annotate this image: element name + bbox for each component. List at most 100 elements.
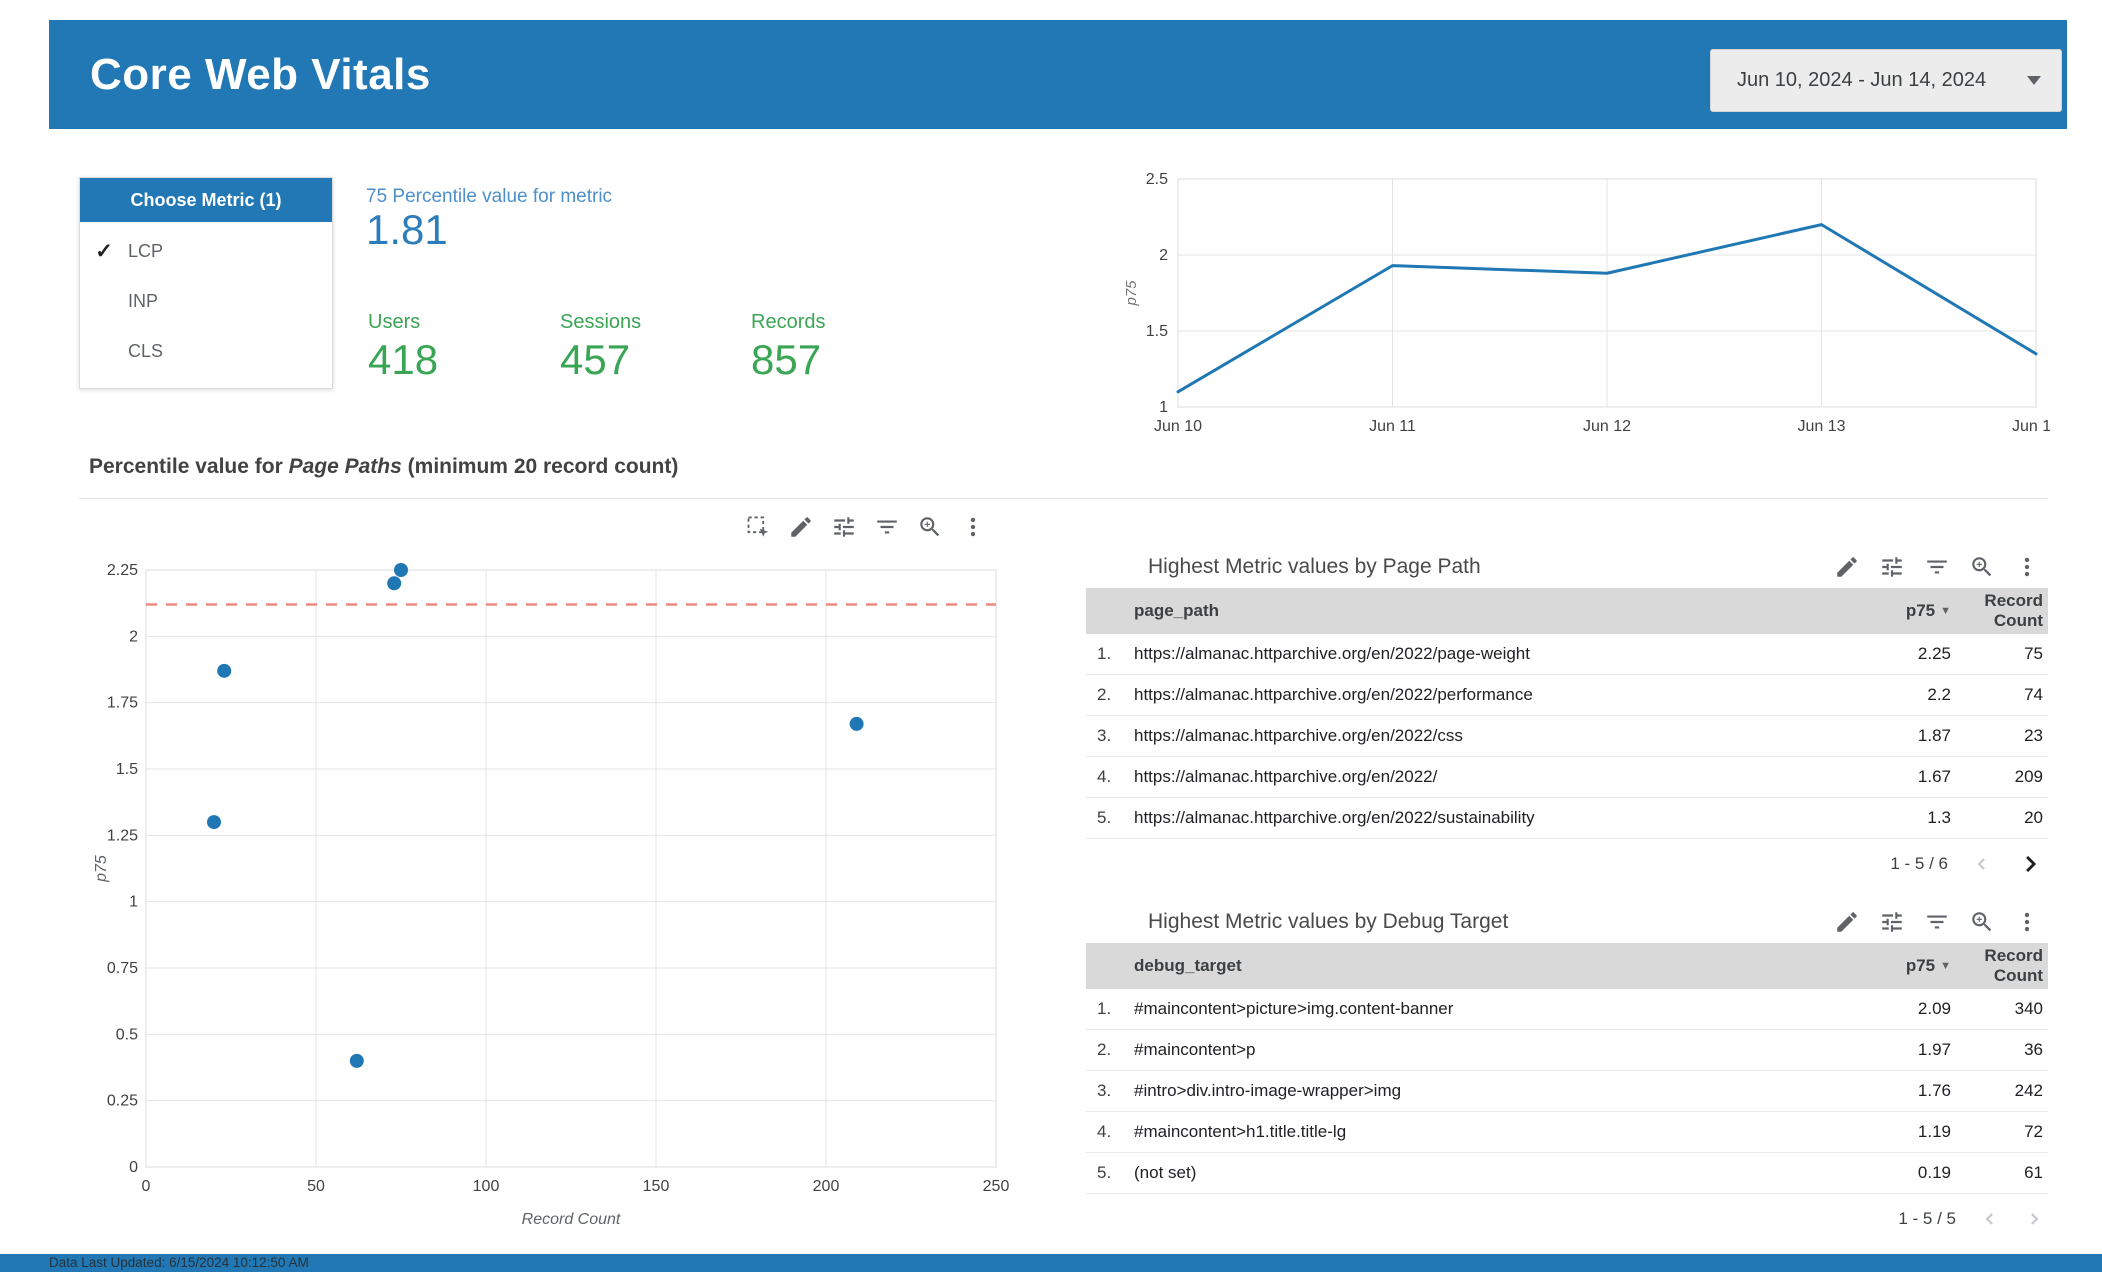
more-vert-icon[interactable] <box>2014 909 2040 935</box>
p75-cell: 1.19 <box>1917 1122 1951 1141</box>
data-point[interactable] <box>349 1053 364 1068</box>
trend-line <box>1176 223 2038 394</box>
row-index: 1. <box>1097 999 1112 1018</box>
row-index: 3. <box>1097 1081 1112 1100</box>
record-count-cell: 242 <box>2014 1081 2043 1101</box>
more-vert-icon[interactable] <box>960 514 986 540</box>
record-count-cell: 72 <box>2024 1122 2043 1142</box>
metric-option-inp[interactable]: INP <box>80 276 332 326</box>
chevron-left-icon[interactable] <box>1980 1209 2000 1229</box>
more-vert-icon[interactable] <box>2014 554 2040 580</box>
users-value: 418 <box>368 336 439 383</box>
debug-target-cell: #maincontent>p <box>1134 1040 1256 1059</box>
sessions-label: Sessions <box>560 311 642 333</box>
zoom-in-icon[interactable] <box>1969 909 1995 935</box>
edit-icon[interactable] <box>1834 554 1860 580</box>
zoom-in-icon[interactable] <box>1969 554 1995 580</box>
y-tick-label: 1.5 <box>116 761 138 778</box>
y-tick-label: 0.5 <box>116 1026 138 1043</box>
users-label: Users <box>368 311 421 333</box>
x-tick-label: 150 <box>643 1178 670 1195</box>
sessions-scorecard: Sessions 457 <box>560 311 641 384</box>
record-count-cell: 36 <box>2024 1040 2043 1060</box>
chevron-right-icon[interactable] <box>2016 850 2044 878</box>
chevron-left-icon[interactable] <box>1972 854 1992 874</box>
debug-target-cell: #maincontent>h1.title.title-lg <box>1134 1122 1347 1141</box>
table-row: 3. #intro>div.intro-image-wrapper>img 1.… <box>1086 1071 2048 1112</box>
table-row: 1. https://almanac.httparchive.org/en/20… <box>1086 634 2048 675</box>
row-index: 4. <box>1097 767 1112 786</box>
p75-cell: 1.67 <box>1917 767 1951 786</box>
column-record-count[interactable]: Record Count <box>1984 946 2043 985</box>
record-count-cell: 20 <box>2024 808 2043 828</box>
column-record-count[interactable]: Record Count <box>1984 591 2043 630</box>
scatter-chart-toolbar <box>745 514 986 540</box>
metric-filter-header: Choose Metric (1) <box>80 178 332 222</box>
caret-down-icon <box>2027 76 2041 85</box>
edit-icon[interactable] <box>788 514 814 540</box>
column-p75[interactable]: p75 ▼ <box>1905 956 1951 975</box>
column-page-path[interactable]: page_path <box>1134 601 1220 620</box>
record-count-cell: 209 <box>2014 767 2043 787</box>
tune-icon[interactable] <box>1879 909 1905 935</box>
x-tick-label: 200 <box>813 1178 840 1195</box>
tune-icon[interactable] <box>831 514 857 540</box>
metric-option-lcp[interactable]: ✓ LCP <box>80 226 332 276</box>
column-debug-target[interactable]: debug_target <box>1134 956 1242 975</box>
table-row: 5. https://almanac.httparchive.org/en/20… <box>1086 798 2048 839</box>
row-index: 2. <box>1097 1040 1112 1059</box>
report-header: Core Web Vitals Jun 10, 2024 - Jun 14, 2… <box>49 20 2067 129</box>
data-point[interactable] <box>849 716 864 731</box>
x-tick-label: Jun 11 <box>1369 418 1416 433</box>
date-range-picker[interactable]: Jun 10, 2024 - Jun 14, 2024 <box>1710 49 2062 112</box>
data-point[interactable] <box>207 815 221 830</box>
x-tick-label: 0 <box>142 1178 151 1195</box>
x-tick-label: Jun 13 <box>1797 418 1845 433</box>
record-count-cell: 23 <box>2024 726 2043 746</box>
page-path-cell: https://almanac.httparchive.org/en/2022/… <box>1134 808 1535 827</box>
p75-scorecard-value: 1.81 <box>366 206 448 253</box>
record-count-cell: 74 <box>2024 685 2043 705</box>
tune-icon[interactable] <box>1879 554 1905 580</box>
column-p75[interactable]: p75 ▼ <box>1905 601 1951 620</box>
pagination: 1 - 5 / 6 <box>1086 843 2048 885</box>
scatter-chart[interactable]: 0 0.25 0.5 0.75 1 1.25 1.5 1.75 2 2.25 0 50 100 150 20… <box>90 545 1050 1245</box>
table-header-row: debug_target p75 ▼ Record Count <box>1086 943 2048 989</box>
y-tick-label: 2 <box>129 628 138 645</box>
zoom-in-icon[interactable] <box>917 514 943 540</box>
data-point[interactable] <box>217 663 232 678</box>
row-index: 4. <box>1097 1122 1112 1141</box>
data-point[interactable] <box>394 563 408 577</box>
debug-target-cell: #intro>div.intro-image-wrapper>img <box>1134 1081 1402 1100</box>
marquee-select-icon[interactable] <box>745 514 771 540</box>
x-tick-label: Jun 10 <box>1154 418 1202 433</box>
timeseries-chart[interactable]: 1 1.5 2 2.5 Jun 10 Jun 11 Jun 12 Jun 13 Jun 14 p7… <box>1120 165 2060 435</box>
row-index: 5. <box>1097 808 1112 827</box>
table-row: 3. https://almanac.httparchive.org/en/20… <box>1086 716 2048 757</box>
y-tick-label: 2.5 <box>1146 171 1168 188</box>
edit-icon[interactable] <box>1834 909 1860 935</box>
filter-icon[interactable] <box>1924 909 1950 935</box>
chevron-right-icon[interactable] <box>2024 1209 2044 1229</box>
row-index: 3. <box>1097 726 1112 745</box>
p75-cell: 1.87 <box>1917 726 1951 745</box>
table-titlebar: Highest Metric values by Debug Target <box>1086 901 2048 943</box>
table-row: 2. https://almanac.httparchive.org/en/20… <box>1086 675 2048 716</box>
check-icon: ✓ <box>95 239 113 263</box>
y-tick-label: 1 <box>129 894 138 911</box>
filter-icon[interactable] <box>1924 554 1950 580</box>
filter-icon[interactable] <box>874 514 900 540</box>
metric-option-cls[interactable]: CLS <box>80 326 332 376</box>
pagination: 1 - 5 / 5 <box>1086 1198 2048 1240</box>
table-header-row: page_path p75 ▼ Record Count <box>1086 588 2048 634</box>
p75-cell: 2.2 <box>1927 685 1951 704</box>
data-point[interactable] <box>387 576 402 591</box>
y-tick-label: 2.25 <box>107 562 138 579</box>
p75-cell: 1.3 <box>1927 808 1951 827</box>
page-path-cell: https://almanac.httparchive.org/en/2022/ <box>1134 767 1438 786</box>
pagination-label: 1 - 5 / 6 <box>1890 854 1948 873</box>
p75-cell: 1.97 <box>1917 1040 1951 1059</box>
date-range-label: Jun 10, 2024 - Jun 14, 2024 <box>1737 69 1987 91</box>
section-title: Percentile value for Page Paths (minimum… <box>89 455 679 478</box>
